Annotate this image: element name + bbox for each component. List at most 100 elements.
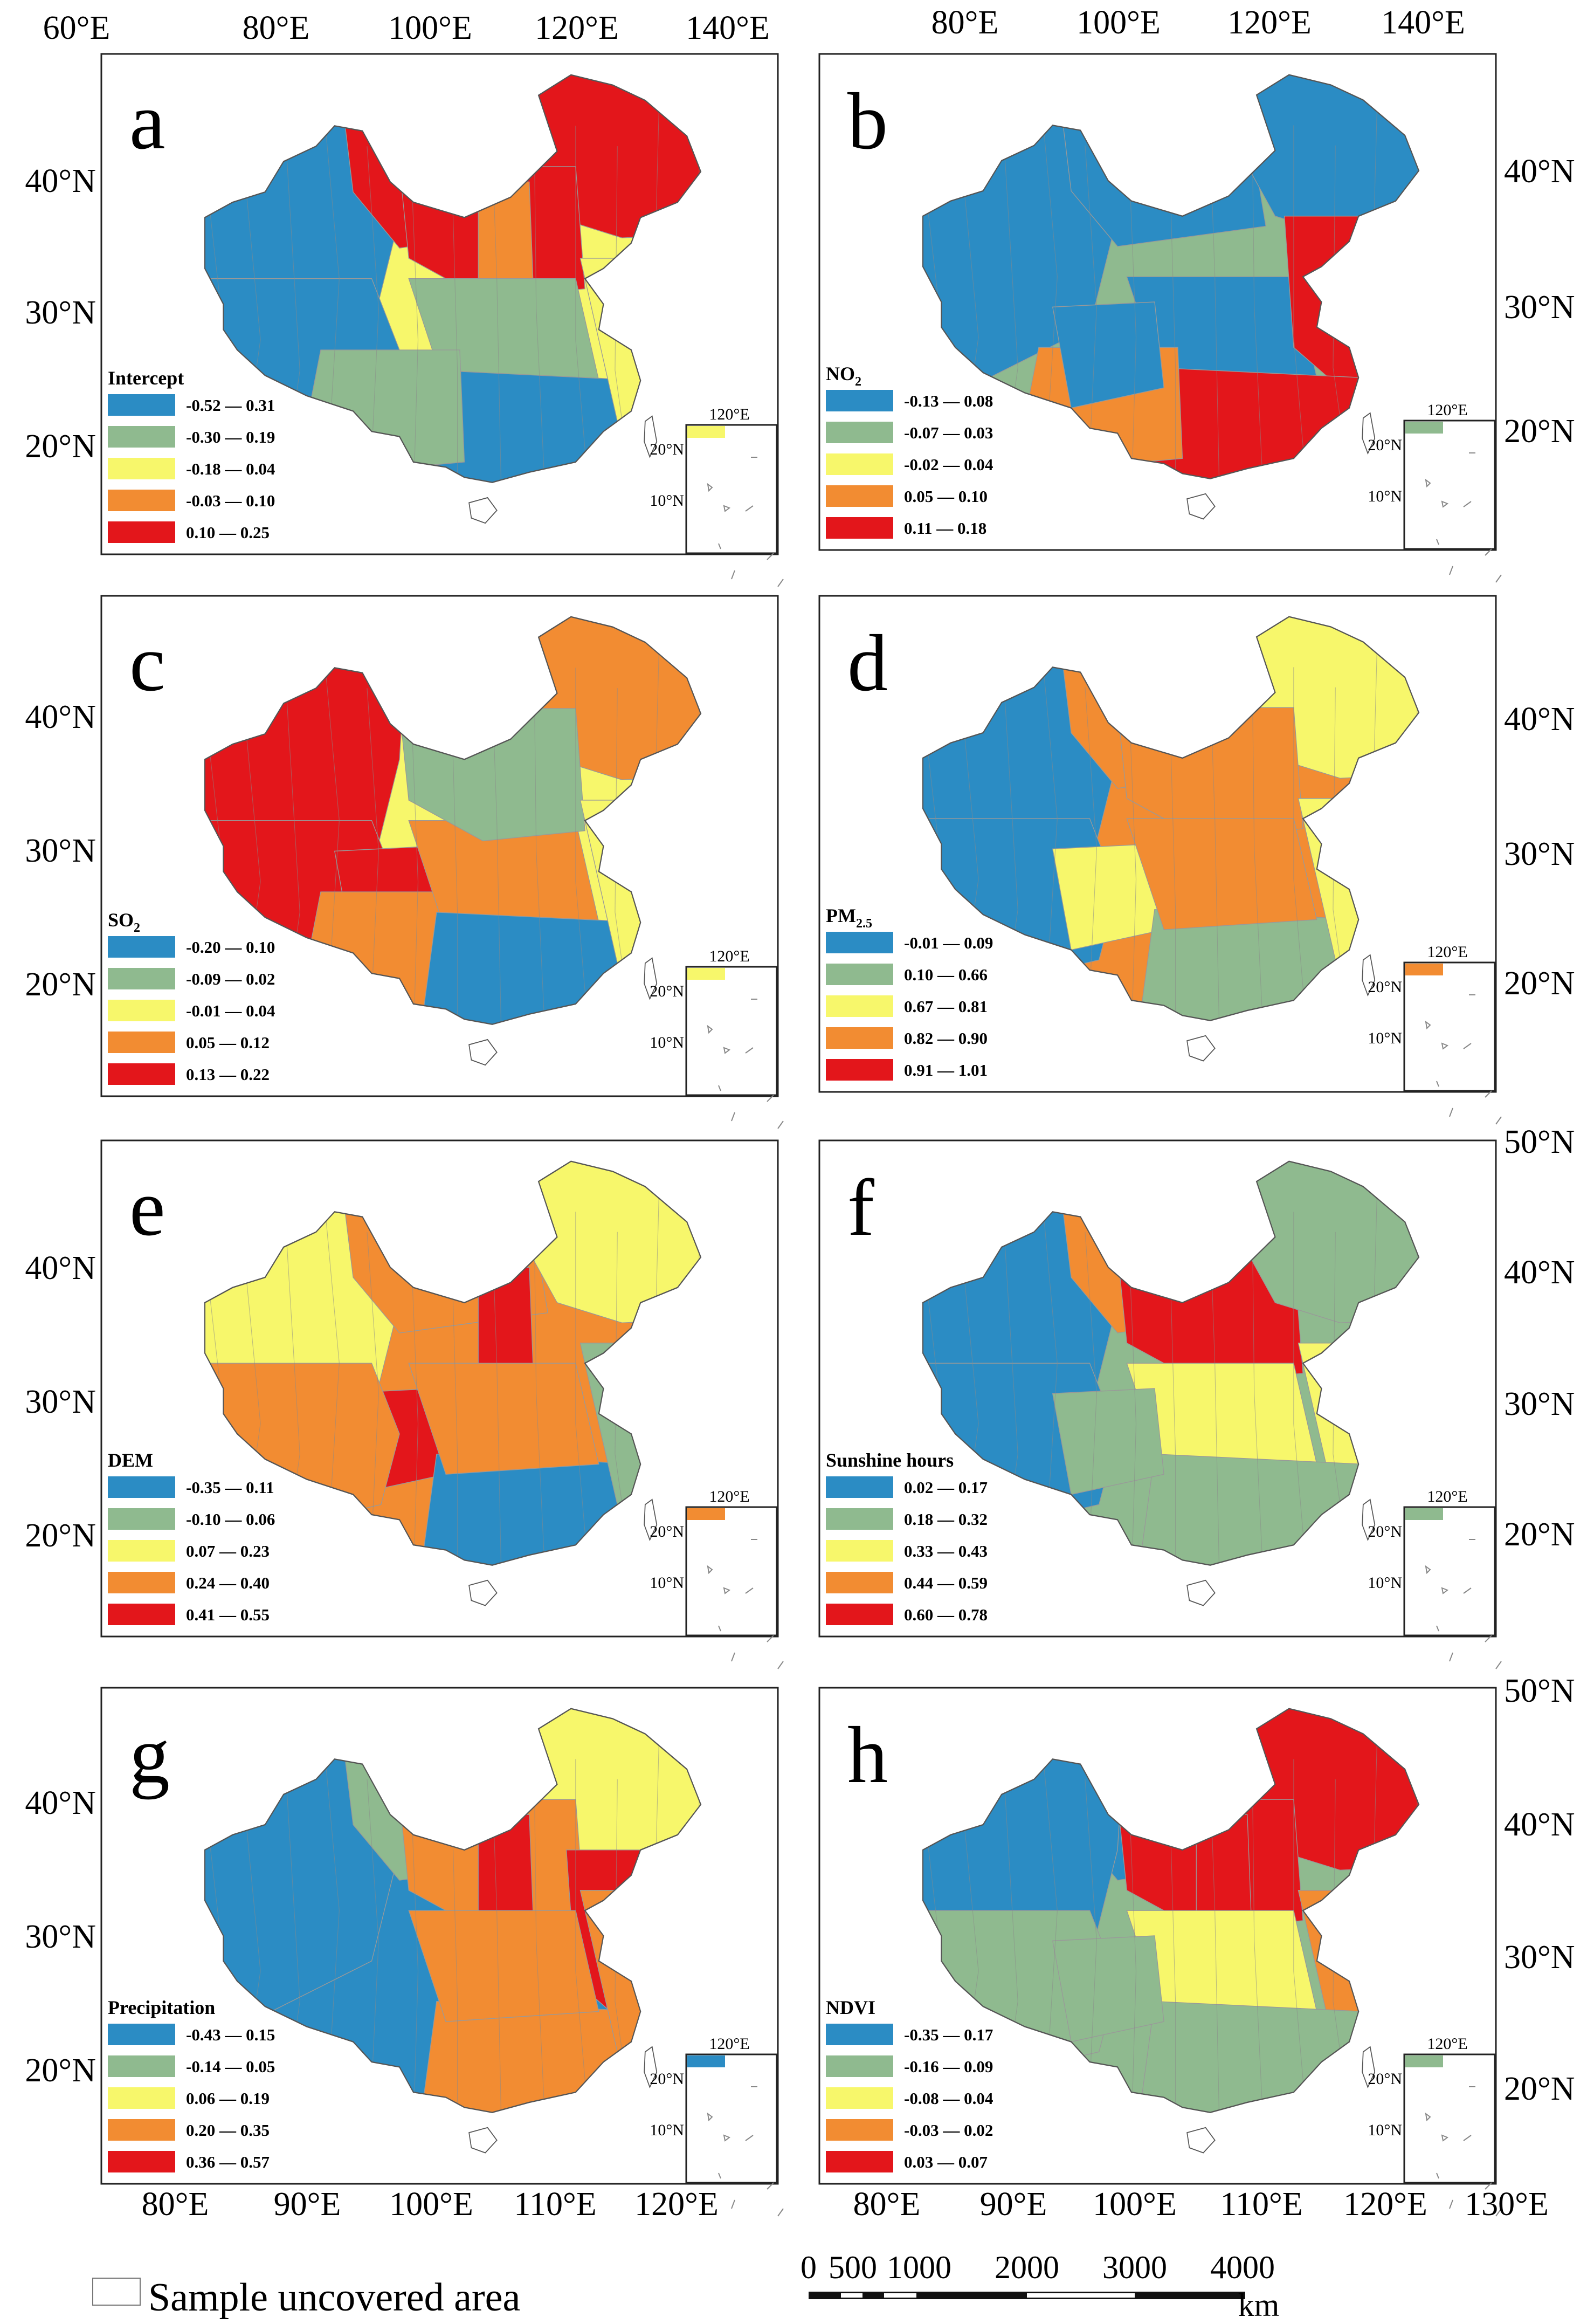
lat-label: 40°N bbox=[25, 163, 96, 200]
lon-label: 120°E bbox=[1227, 4, 1312, 41]
lon-label: 100°E bbox=[389, 2186, 473, 2223]
legend-swatch bbox=[826, 1476, 893, 1498]
inset-coast bbox=[687, 426, 725, 438]
scale-tick: 4000 bbox=[1210, 2250, 1275, 2285]
lon-label: 80°E bbox=[142, 2186, 209, 2223]
legend-swatch bbox=[826, 1059, 893, 1081]
county-boundary bbox=[1293, 667, 1308, 1021]
inset-lon-label: 120°E bbox=[1427, 1488, 1467, 1505]
lat-label: 30°N bbox=[1504, 1386, 1575, 1422]
panel-letter: h bbox=[847, 1710, 888, 1800]
uncovered-swatch bbox=[92, 2278, 141, 2306]
lon-label: 100°E bbox=[1077, 4, 1161, 41]
legend-class-label: -0.02 — 0.04 bbox=[904, 455, 993, 474]
legend-class-label: -0.10 — 0.06 bbox=[186, 1510, 275, 1529]
legend-a: Intercept-0.52 — 0.31 -0.30 — 0.19 -0.18 —… bbox=[108, 367, 275, 543]
county-boundary bbox=[575, 668, 590, 1025]
inset-coast bbox=[687, 968, 725, 980]
inset-lat-label: 10°N bbox=[1368, 487, 1402, 505]
inset-coast bbox=[1405, 1508, 1443, 1520]
scale-bar-segment bbox=[884, 2293, 916, 2298]
legend-class-label: 0.03 — 0.07 bbox=[904, 2153, 988, 2171]
lat-label: 40°N bbox=[1504, 1806, 1575, 1843]
legend-title: NDVI bbox=[826, 1997, 875, 2018]
inset-frame bbox=[1403, 961, 1496, 1092]
lat-label: 40°N bbox=[25, 1785, 96, 1821]
inset-lat-label: 20°N bbox=[650, 982, 684, 1000]
legend-swatch bbox=[108, 2151, 175, 2172]
scale-tick: 1000 bbox=[887, 2250, 951, 2285]
inset-lon-label: 120°E bbox=[709, 947, 749, 965]
legend-class-label: -0.16 — 0.09 bbox=[904, 2057, 993, 2076]
south-china-sea-inset: 120°E 20°N 10°N bbox=[650, 947, 784, 1129]
south-china-sea-inset: 120°E 20°N 10°N bbox=[1368, 943, 1502, 1125]
inset-coast bbox=[1405, 2055, 1443, 2067]
inset-coast bbox=[1405, 422, 1443, 434]
legend-swatch bbox=[826, 2119, 893, 2141]
lon-label: 140°E bbox=[1381, 4, 1465, 41]
legend-class-label: -0.01 — 0.04 bbox=[186, 1001, 275, 1020]
south-china-sea-inset: 120°E 20°N 10°N bbox=[650, 1488, 784, 1669]
inset-lon-label: 120°E bbox=[709, 1488, 749, 1505]
inset-frame bbox=[685, 424, 778, 554]
inset-lon-label: 120°E bbox=[709, 405, 749, 423]
lon-label: 90°E bbox=[980, 2186, 1047, 2223]
legend-swatch bbox=[826, 422, 893, 443]
inset-frame bbox=[1403, 1506, 1496, 1637]
lon-label: 100°E bbox=[1093, 2186, 1177, 2223]
lon-label: 130°E bbox=[1465, 2186, 1549, 2223]
panel-letter: a bbox=[129, 77, 165, 166]
map-panel-f: f Sunshine hours 0.02 — 0.17 0.18 — 0.32 0.3… bbox=[818, 1139, 1502, 1669]
lon-label: 60°E bbox=[43, 10, 111, 46]
legend-title-subscript: 2.5 bbox=[856, 917, 872, 931]
legend-h: NDVI -0.35 — 0.17 -0.16 — 0.09 -0.08 — 0.04… bbox=[826, 1997, 993, 2172]
inset-lat-label: 20°N bbox=[1368, 2070, 1402, 2088]
top-lon-labels-left: 60°E 80°E 100°E 120°E 140°E bbox=[43, 10, 770, 46]
legend-swatch bbox=[826, 932, 893, 953]
legend-title: Intercept bbox=[108, 367, 184, 389]
south-china-sea-inset: 120°E 20°N 10°N bbox=[650, 2035, 784, 2217]
lat-label: 50°N bbox=[1504, 1673, 1575, 1709]
inset-lat-label: 20°N bbox=[650, 2070, 684, 2088]
map-panel-h: h NDVI -0.35 — 0.17 -0.16 — 0.09 -0.08 — 0.0… bbox=[818, 1687, 1502, 2217]
legend-class-label: -0.43 — 0.15 bbox=[186, 2025, 275, 2044]
legend-title: Sunshine hours bbox=[826, 1449, 954, 1471]
legend-class-label: 0.33 — 0.43 bbox=[904, 1542, 988, 1560]
lat-label: 20°N bbox=[1504, 1516, 1575, 1553]
lat-label: 30°N bbox=[1504, 836, 1575, 872]
lon-label: 80°E bbox=[931, 4, 999, 41]
legend-class-label: 0.24 — 0.40 bbox=[186, 1573, 270, 1592]
scale-unit: km bbox=[1238, 2287, 1280, 2323]
legend-class-label: 0.10 — 0.66 bbox=[904, 965, 988, 984]
inset-lat-label: 10°N bbox=[650, 2121, 684, 2139]
panel-letter: g bbox=[129, 1710, 170, 1800]
lat-label: 40°N bbox=[1504, 1254, 1575, 1291]
lat-labels-right: 40°N 30°N 20°N 40°N 30°N 20°N 50°N 40°N … bbox=[1504, 153, 1575, 2107]
inset-lat-label: 10°N bbox=[1368, 1574, 1402, 1592]
lat-label: 40°N bbox=[25, 1250, 96, 1287]
lon-label: 80°E bbox=[853, 2186, 921, 2223]
lat-label: 30°N bbox=[25, 833, 96, 869]
inset-coast bbox=[687, 1508, 725, 1520]
bottom-lon-labels-left: 80°E 90°E 100°E 110°E 120°E bbox=[142, 2186, 719, 2223]
lon-label: 100°E bbox=[388, 10, 472, 46]
lat-label: 30°N bbox=[25, 1384, 96, 1420]
lon-label: 110°E bbox=[1220, 2186, 1302, 2223]
lat-label: 30°N bbox=[1504, 289, 1575, 326]
lat-label: 50°N bbox=[1504, 1124, 1575, 1160]
lat-label: 20°N bbox=[25, 2052, 96, 2089]
legend-swatch bbox=[108, 1000, 175, 1021]
scale-tick: 3000 bbox=[1102, 2250, 1167, 2285]
uncovered-legend: Sample uncovered area bbox=[92, 2275, 520, 2320]
county-boundary bbox=[575, 126, 590, 483]
legend-swatch bbox=[826, 2055, 893, 2077]
legend-class-label: -0.03 — 0.10 bbox=[186, 491, 275, 510]
legend-swatch bbox=[108, 2024, 175, 2045]
panel-letter: c bbox=[129, 618, 165, 708]
legend-class-label: -0.08 — 0.04 bbox=[904, 2089, 993, 2108]
panel-letter: d bbox=[847, 618, 888, 708]
inset-lat-label: 10°N bbox=[650, 1574, 684, 1592]
south-china-sea-inset: 120°E 20°N 10°N bbox=[650, 405, 784, 587]
legend-swatch bbox=[108, 1063, 175, 1085]
lat-label: 20°N bbox=[25, 966, 96, 1003]
